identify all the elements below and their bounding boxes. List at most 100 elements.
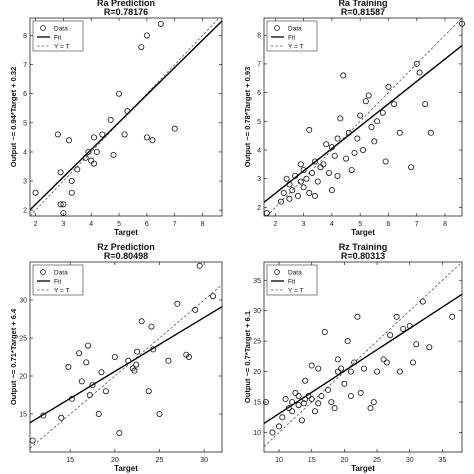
chart-title: Ra Training [338,0,387,8]
data-point [116,90,123,97]
data-point [300,184,307,191]
data-point [57,201,64,208]
data-point [295,392,302,399]
data-point [138,318,145,325]
data-point [345,129,352,136]
data-point [156,410,163,417]
data-point [65,137,72,144]
data-point [315,365,322,372]
y-tick-label: 20 [253,369,261,376]
y-tick-label: 35 [253,278,261,285]
data-point [311,192,318,199]
data-point [86,391,93,398]
y-tick-label: 3 [23,179,27,186]
data-point [143,134,150,141]
data-point [382,158,389,165]
data-point [396,129,403,136]
y-tick-label: 10 [253,430,261,437]
data-point [91,134,98,141]
data-point [210,293,217,300]
data-point [341,380,348,387]
data-point [354,135,361,142]
data-point [157,20,164,27]
y-tick-label: 25 [19,336,27,343]
data-point [331,405,338,412]
data-point [334,172,341,179]
data-point [121,131,128,138]
data-point [297,161,304,168]
y-tick-label: 7 [257,61,261,68]
y-tick-label: 8 [23,33,27,40]
x-tick-label: 5 [117,221,121,228]
legend-label: Data [288,270,302,277]
x-tick-label: 30 [200,457,208,464]
data-point [116,429,123,436]
data-point [328,187,335,194]
data-point [368,124,375,131]
x-tick-label: 2 [34,221,38,228]
data-point [174,300,181,307]
data-point [134,348,141,355]
data-point [95,410,102,417]
legend-marker-data [40,269,46,275]
data-point [334,356,341,363]
chart-title: Rz Training [339,242,388,252]
legend-label: Fit [288,279,295,286]
identity-line [263,261,463,447]
data-point [125,357,132,364]
fit-line [29,306,223,424]
y-tick-label: 3 [257,176,261,183]
x-tick-label: 7 [173,221,177,228]
data-point [98,369,105,376]
data-point [347,368,354,375]
data-point [426,344,433,351]
data-point [138,44,145,51]
y-tick-label: 25 [253,339,261,346]
x-tick-label: 15 [308,457,316,464]
data-point [393,313,400,320]
data-point [282,396,289,403]
x-axis-label: Target [114,228,138,237]
identity-line [266,17,463,217]
data-point [277,198,284,205]
data-point [289,399,296,406]
data-point [295,402,302,409]
data-point [280,190,287,197]
data-point [367,405,374,412]
data-point [365,92,372,99]
x-tick-label: 7 [415,221,419,228]
data-point [60,210,67,217]
data-point [83,359,90,366]
data-point [309,169,316,176]
data-point [400,325,407,332]
data-point [334,368,341,375]
data-point [85,342,92,349]
data-point [458,20,465,27]
data-point [192,306,199,313]
data-point [150,346,157,353]
y-tick-label: 7 [23,62,27,69]
data-point [374,368,381,375]
data-point [362,98,369,105]
data-point [85,148,92,155]
data-point [292,172,299,179]
data-point [297,178,304,185]
data-point [300,167,307,174]
data-point [351,149,358,156]
data-point [269,429,276,436]
data-point [89,382,96,389]
data-point [131,367,138,374]
data-point [427,129,434,136]
x-tick-label: 8 [443,221,447,228]
data-point [263,210,270,217]
data-point [308,396,315,403]
data-point [413,341,420,348]
data-point [143,32,150,39]
data-point [171,125,178,132]
data-point [321,329,328,336]
x-tick-label: 3 [302,221,306,228]
legend-marker-data [40,25,46,31]
